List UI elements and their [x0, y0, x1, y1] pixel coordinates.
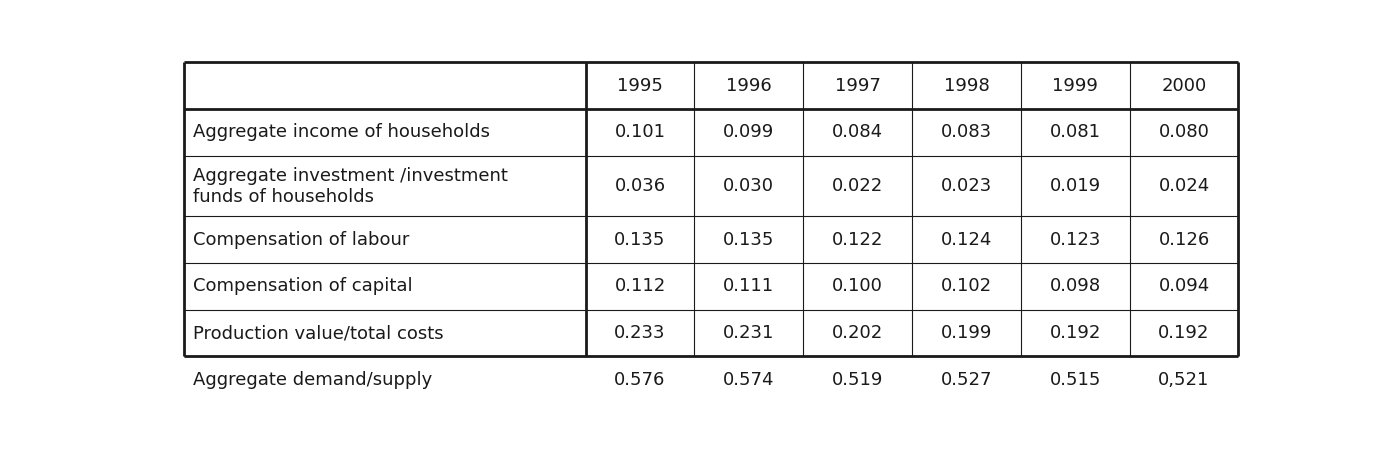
Text: 0.030: 0.030	[723, 177, 775, 195]
Text: 0.083: 0.083	[941, 124, 992, 142]
Text: 0.122: 0.122	[831, 230, 883, 249]
Text: 0.126: 0.126	[1159, 230, 1210, 249]
Text: 0.124: 0.124	[941, 230, 992, 249]
Text: 1998: 1998	[944, 77, 990, 95]
Text: 0.024: 0.024	[1159, 177, 1210, 195]
Text: 0.231: 0.231	[723, 324, 775, 342]
Text: 0.100: 0.100	[833, 278, 883, 296]
Text: 0.111: 0.111	[723, 278, 775, 296]
Text: Production value/total costs: Production value/total costs	[193, 324, 443, 342]
Text: 0.527: 0.527	[941, 371, 992, 389]
Text: 0.123: 0.123	[1049, 230, 1101, 249]
Text: 0.576: 0.576	[615, 371, 666, 389]
Text: 0.099: 0.099	[723, 124, 775, 142]
Text: Aggregate demand/supply: Aggregate demand/supply	[193, 371, 432, 389]
Text: 0.036: 0.036	[615, 177, 666, 195]
Text: 0.019: 0.019	[1049, 177, 1101, 195]
Text: 1997: 1997	[834, 77, 880, 95]
Text: 2000: 2000	[1162, 77, 1206, 95]
Text: Compensation of capital: Compensation of capital	[193, 278, 412, 296]
Text: 0,521: 0,521	[1159, 371, 1210, 389]
Text: 0.515: 0.515	[1049, 371, 1101, 389]
Text: 0.519: 0.519	[831, 371, 883, 389]
Text: 0.101: 0.101	[615, 124, 666, 142]
Text: 0.094: 0.094	[1159, 278, 1210, 296]
Text: 0.102: 0.102	[941, 278, 992, 296]
Text: 0.081: 0.081	[1049, 124, 1101, 142]
Text: 0.135: 0.135	[615, 230, 666, 249]
Text: 0.202: 0.202	[831, 324, 883, 342]
Text: 0.135: 0.135	[723, 230, 775, 249]
Text: 0.192: 0.192	[1159, 324, 1210, 342]
Text: Aggregate income of households: Aggregate income of households	[193, 124, 490, 142]
Text: 0.112: 0.112	[615, 278, 666, 296]
Text: 0.084: 0.084	[831, 124, 883, 142]
Text: 1995: 1995	[618, 77, 663, 95]
Text: 0.022: 0.022	[831, 177, 883, 195]
Text: 0.023: 0.023	[941, 177, 992, 195]
Text: Compensation of labour: Compensation of labour	[193, 230, 409, 249]
Text: 0.574: 0.574	[723, 371, 775, 389]
Text: 0.199: 0.199	[941, 324, 992, 342]
Text: 1996: 1996	[726, 77, 772, 95]
Text: 0.233: 0.233	[615, 324, 666, 342]
Text: 1999: 1999	[1052, 77, 1098, 95]
Text: 0.080: 0.080	[1159, 124, 1209, 142]
Text: 0.192: 0.192	[1049, 324, 1101, 342]
Text: Aggregate investment /investment
funds of households: Aggregate investment /investment funds o…	[193, 167, 508, 206]
Text: 0.098: 0.098	[1049, 278, 1101, 296]
